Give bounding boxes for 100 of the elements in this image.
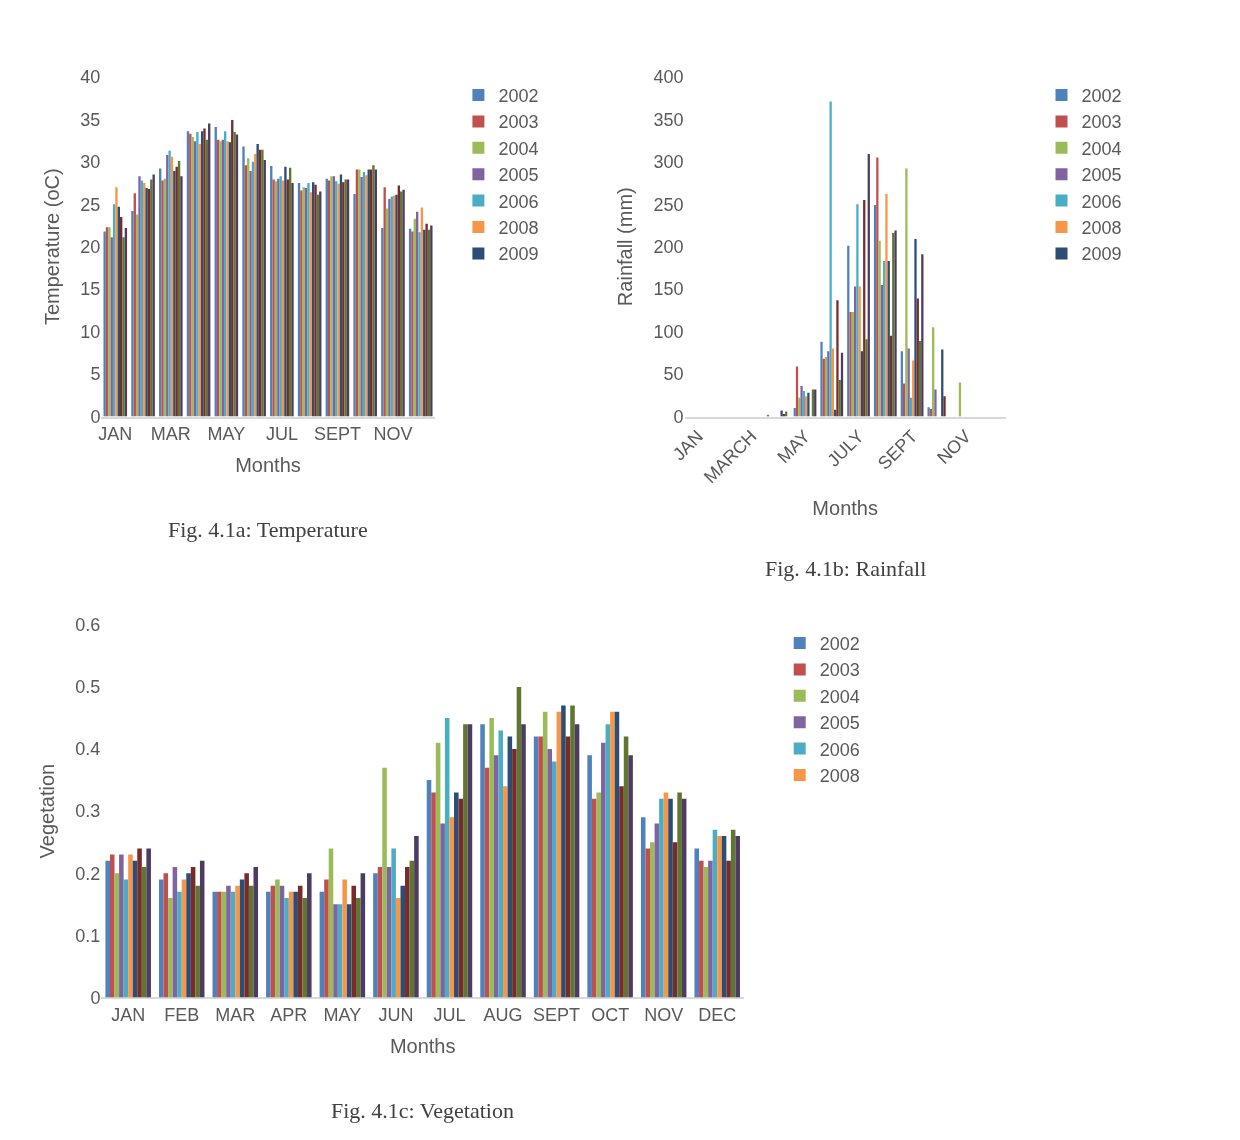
bar bbox=[119, 854, 124, 998]
bar bbox=[726, 860, 731, 998]
x-tick-label: NOV bbox=[373, 424, 413, 445]
y-tick-label: 0.5 bbox=[75, 677, 101, 698]
text: Fig. 4.1c: Vegetation bbox=[331, 1098, 514, 1123]
bar bbox=[372, 165, 375, 417]
y-tick-label: 0.2 bbox=[75, 863, 101, 884]
bar bbox=[829, 101, 832, 417]
y-tick-label: 0.3 bbox=[75, 801, 101, 822]
bar bbox=[105, 860, 110, 998]
bar bbox=[360, 177, 363, 417]
legend-label: 2002 bbox=[819, 634, 860, 655]
bar bbox=[561, 705, 566, 998]
x-tick-label: OCT bbox=[591, 1005, 630, 1026]
bar bbox=[256, 143, 259, 417]
y-tick-label: 150 bbox=[653, 279, 684, 300]
y-tick-label: 30 bbox=[80, 152, 101, 173]
y-tick-label: 300 bbox=[653, 152, 684, 173]
y-tick-label: 40 bbox=[80, 67, 101, 88]
x-tick-label: AUG bbox=[483, 1005, 523, 1026]
y-tick-label: 25 bbox=[80, 194, 101, 215]
bar bbox=[885, 194, 888, 417]
bar bbox=[115, 187, 118, 417]
bar bbox=[645, 848, 651, 998]
bar bbox=[196, 132, 199, 417]
x-axis-title: Months bbox=[389, 1035, 456, 1058]
bar bbox=[226, 885, 231, 998]
bar bbox=[131, 211, 134, 417]
bar bbox=[596, 792, 602, 998]
bar bbox=[168, 150, 171, 417]
bar bbox=[430, 225, 433, 417]
bar bbox=[865, 339, 868, 417]
bar bbox=[659, 798, 664, 998]
bar bbox=[538, 736, 543, 998]
text: Fig. 4.1b: Rainfall bbox=[765, 556, 927, 581]
bar bbox=[168, 898, 173, 998]
bar bbox=[180, 176, 183, 417]
bar bbox=[521, 724, 526, 998]
bar bbox=[677, 792, 682, 998]
x-tick-label: MAY bbox=[323, 1005, 362, 1026]
legend-label: 2004 bbox=[1081, 138, 1122, 159]
x-tick-label: JAN bbox=[98, 424, 133, 445]
y-axis-title: Rainfall (mm) bbox=[613, 187, 636, 307]
bar bbox=[293, 891, 298, 998]
bar bbox=[249, 171, 252, 417]
bar bbox=[405, 867, 410, 998]
legend-label: 2005 bbox=[819, 713, 860, 734]
x-tick-label: JUL bbox=[433, 1005, 466, 1026]
bar bbox=[878, 240, 881, 417]
bar bbox=[137, 848, 142, 998]
bar bbox=[807, 392, 810, 417]
legend-label: 2003 bbox=[819, 660, 860, 681]
y-tick-label: 0.6 bbox=[75, 615, 101, 636]
legend-label: 2009 bbox=[498, 244, 539, 265]
bar bbox=[400, 885, 406, 998]
bar bbox=[735, 835, 740, 998]
bar bbox=[914, 239, 917, 417]
bar bbox=[431, 792, 436, 998]
y-tick-label: 250 bbox=[653, 194, 684, 215]
y-tick-label: 0 bbox=[90, 406, 101, 427]
bar bbox=[780, 410, 783, 417]
bar bbox=[414, 835, 419, 998]
bar bbox=[836, 300, 839, 417]
bar bbox=[342, 879, 347, 998]
x-tick-label: SEPT bbox=[533, 1005, 581, 1026]
legend-label: 2008 bbox=[819, 766, 860, 787]
bar bbox=[103, 231, 106, 417]
x-tick-label: MAY bbox=[207, 424, 246, 445]
bar bbox=[242, 146, 245, 417]
x-tick-label: MAR bbox=[150, 424, 191, 445]
bar bbox=[351, 885, 357, 998]
bar bbox=[275, 879, 280, 998]
bar bbox=[717, 835, 722, 998]
bar bbox=[266, 891, 271, 998]
y-tick-label: 350 bbox=[653, 109, 684, 130]
bar bbox=[503, 786, 508, 998]
legend-label: 2003 bbox=[498, 112, 539, 133]
bar bbox=[128, 854, 133, 998]
x-tick-label: NOV bbox=[644, 1005, 684, 1026]
bar bbox=[449, 817, 455, 998]
bar bbox=[324, 879, 329, 998]
x-tick-label: APR bbox=[270, 1005, 308, 1026]
x-tick-label: DEC bbox=[698, 1005, 737, 1026]
bar bbox=[186, 873, 191, 998]
bar bbox=[284, 898, 289, 998]
x-tick-label: JUN bbox=[378, 1005, 414, 1026]
y-tick-label: 0 bbox=[673, 406, 684, 427]
bar bbox=[934, 389, 937, 417]
y-tick-label: 20 bbox=[80, 236, 101, 257]
x-axis-title: Months bbox=[812, 497, 878, 520]
y-axis-title: Vegetation bbox=[35, 763, 58, 859]
bar bbox=[382, 767, 387, 998]
bar bbox=[552, 761, 557, 998]
bar bbox=[570, 705, 575, 998]
y-tick-label: 10 bbox=[80, 321, 101, 342]
bar bbox=[610, 711, 615, 998]
bar bbox=[152, 174, 155, 417]
bar bbox=[244, 873, 249, 998]
bar bbox=[425, 223, 428, 417]
y-tick-label: 35 bbox=[80, 109, 101, 130]
